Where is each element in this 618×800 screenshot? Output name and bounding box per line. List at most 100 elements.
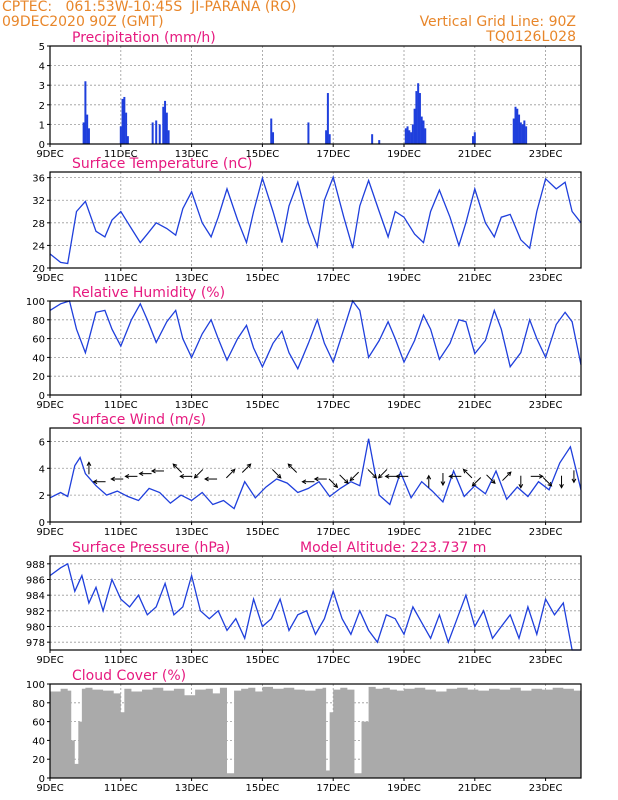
y-tick-label: 32 <box>32 196 45 207</box>
precip-bar <box>415 91 418 144</box>
x-tick-label: 11DEC <box>104 527 138 538</box>
precip-bar <box>307 122 310 144</box>
precip-bar <box>514 106 517 144</box>
y-tick-label: 40 <box>32 736 45 747</box>
wind-arrow-head <box>344 479 349 484</box>
x-tick-label: 13DEC <box>175 149 209 160</box>
precip-bar <box>326 93 329 144</box>
x-tick-label: 13DEC <box>175 783 209 794</box>
precip-bar <box>512 118 515 144</box>
y-tick-label: 60 <box>32 335 45 346</box>
wind-arrow-head <box>440 481 446 487</box>
y-tick-label: 0 <box>39 391 45 402</box>
x-tick-label: 23DEC <box>529 400 563 411</box>
x-tick-label: 9DEC <box>36 400 63 411</box>
y-tick-label: 20 <box>32 372 45 383</box>
y-tick-label: 4 <box>39 62 45 73</box>
precip-bar <box>270 118 273 144</box>
panel-title: Surface Temperature (nC) <box>72 156 253 172</box>
x-tick-label: 23DEC <box>529 273 563 284</box>
wind-arrow-head <box>230 468 236 474</box>
precip-bar <box>418 93 421 144</box>
x-tick-label: 13DEC <box>175 400 209 411</box>
wind-arrow-head <box>559 483 564 489</box>
precip-bar <box>86 114 89 144</box>
precip-bar <box>411 124 414 144</box>
precip-bar <box>378 140 381 144</box>
y-tick-label: 1 <box>39 120 45 131</box>
precip-bar <box>420 116 423 144</box>
precip-bar <box>413 108 416 144</box>
panel-frame <box>49 555 582 651</box>
precip-bar <box>473 132 476 144</box>
wind-arrow-head <box>490 479 496 484</box>
wind-arrow-head <box>349 476 355 482</box>
x-tick-label: 15DEC <box>246 273 280 284</box>
precip-bar <box>272 132 275 144</box>
x-tick-label: 15DEC <box>246 655 280 666</box>
x-tick-label: 19DEC <box>387 527 421 538</box>
panel-title: Relative Humidity (%) <box>72 285 225 301</box>
x-tick-label: 19DEC <box>387 400 421 411</box>
panel-frame <box>49 171 582 269</box>
x-tick-label: 23DEC <box>529 149 563 160</box>
x-tick-label: 21DEC <box>458 273 492 284</box>
x-tick-label: 13DEC <box>175 273 209 284</box>
precip-bar <box>121 98 124 144</box>
wind-arrow <box>172 463 182 473</box>
x-tick-label: 11DEC <box>104 400 138 411</box>
precip-bar <box>155 120 158 144</box>
x-tick-label: 21DEC <box>458 783 492 794</box>
panel-title: Surface Wind (m/s) <box>72 412 206 428</box>
y-tick-label: 80 <box>32 699 45 710</box>
wind-arrow-head <box>287 463 293 469</box>
y-tick-label: 2 <box>39 491 45 502</box>
wind-arrow <box>378 469 388 479</box>
x-tick-label: 17DEC <box>316 527 350 538</box>
panel-title: Cloud Cover (%) <box>72 668 186 684</box>
precip-bar <box>404 128 407 144</box>
wind-arrow <box>349 471 359 481</box>
wind-arrow <box>486 474 496 484</box>
y-tick-label: 4 <box>39 464 45 475</box>
precip-bar <box>519 122 522 144</box>
precip-bar <box>84 81 87 144</box>
wind-arrow-head <box>301 479 307 485</box>
x-tick-label: 23DEC <box>529 783 563 794</box>
x-tick-label: 21DEC <box>458 655 492 666</box>
x-tick-label: 11DEC <box>104 655 138 666</box>
wind-arrow-head <box>377 473 383 479</box>
y-tick-label: 0 <box>39 140 45 151</box>
x-tick-label: 13DEC <box>175 655 209 666</box>
precip-bar <box>167 130 170 144</box>
wind-arrow-head <box>110 476 116 482</box>
y-tick-label: 28 <box>32 219 45 230</box>
x-tick-label: 17DEC <box>316 149 350 160</box>
y-tick-label: 5 <box>39 42 45 53</box>
x-tick-label: 13DEC <box>175 527 209 538</box>
precip-bar <box>151 122 154 144</box>
x-tick-label: 11DEC <box>104 783 138 794</box>
y-tick-label: 40 <box>32 353 45 364</box>
x-tick-label: 19DEC <box>387 273 421 284</box>
wind-arrow <box>272 469 282 479</box>
wind-arrow-head <box>384 473 390 479</box>
x-tick-label: 23DEC <box>529 655 563 666</box>
x-tick-label: 9DEC <box>36 149 63 160</box>
header-grid-line: Vertical Grid Line: 90Z <box>419 14 576 30</box>
series-line <box>49 562 581 651</box>
x-tick-label: 17DEC <box>316 273 350 284</box>
precip-bar <box>525 126 528 144</box>
wind-arrow-head <box>150 468 156 474</box>
series-line <box>49 174 582 265</box>
precip-bar <box>87 128 90 144</box>
precip-bar <box>125 112 128 144</box>
cloud-cover-area <box>50 686 581 778</box>
x-tick-label: 17DEC <box>316 655 350 666</box>
wind-arrow-head <box>547 481 553 487</box>
y-tick-label: 982 <box>26 607 45 618</box>
wind-arrow <box>542 477 552 487</box>
header-station: CPTEC: 061:53W-10:45S JI-PARANA (RO) <box>2 0 297 15</box>
y-tick-label: 100 <box>26 297 45 308</box>
